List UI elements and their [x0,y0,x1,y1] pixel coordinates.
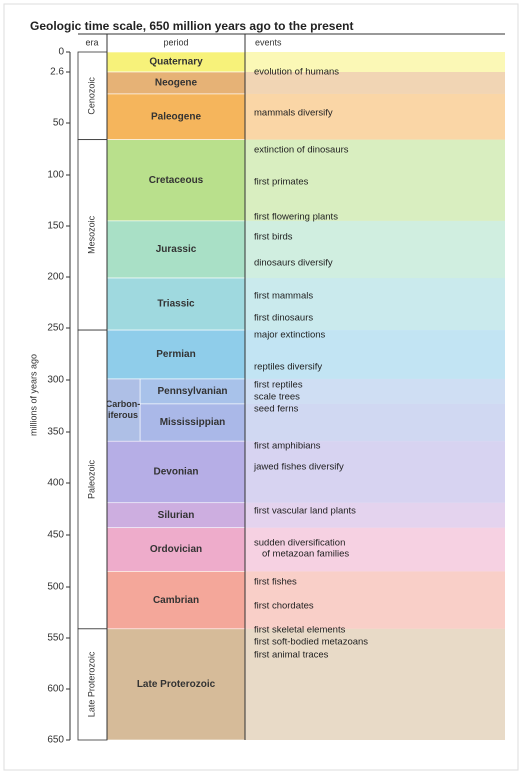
period-band [106,571,246,630]
event: dinosaurs diversify [254,258,333,269]
events-band [245,571,505,629]
period-band [106,440,246,504]
events-band [245,93,505,140]
group-label: Carbon- [106,399,141,409]
period-name: Jurassic [156,244,197,255]
period-name: Permian [156,349,195,360]
events-band [245,502,505,528]
period-band [139,403,246,442]
event: first chordates [254,601,314,612]
event: scale trees [254,392,300,403]
events-band [245,527,505,572]
tick-label: 450 [47,530,64,541]
period-band [106,220,246,279]
event: first fishes [254,577,297,588]
period-name: Ordovician [150,544,202,555]
event: first skeletal elements [254,625,346,636]
period-name: Pennsylvanian [157,386,227,397]
era-box [77,329,108,630]
events-band [245,220,505,279]
title: Geologic time scale, 650 million years a… [30,19,353,33]
period-name: Paleogene [151,111,201,122]
event: first dinosaurs [254,313,313,324]
tick-label: 250 [47,323,64,334]
period-name: Silurian [158,510,195,521]
period-name: Quaternary [149,57,203,68]
tick-label: 150 [47,221,64,232]
tick-label: 200 [47,272,64,283]
tick-label: 100 [47,170,64,181]
event: seed ferns [254,404,299,415]
tick-label: 350 [47,427,64,438]
era-box [77,628,108,741]
header-period: period [163,37,188,47]
event: major extinctions [254,330,326,341]
period-name: Late Proterozoic [137,679,216,690]
events-band [245,441,505,503]
event: jawed fishes diversify [253,462,344,473]
period-name: Triassic [157,299,195,310]
event: first vascular land plants [254,506,356,517]
tick-label: 600 [47,684,64,695]
period-name: Mississippian [160,417,226,428]
event: first animal traces [254,650,329,661]
event: sudden diversification [254,538,345,549]
tick-label: 50 [53,118,65,129]
event: first birds [254,232,293,243]
event: first flowering plants [254,212,338,223]
header-events: events [255,37,282,47]
period-name: Cretaceous [149,175,204,186]
event: reptiles diversify [254,362,322,373]
event: first primates [254,177,309,188]
tick-label: 550 [47,633,64,644]
period-band [106,527,246,572]
events-band [245,278,505,331]
group-label: iferous [108,410,138,420]
events-band [245,378,505,404]
event: evolution of humans [254,67,339,78]
events-band [245,403,505,442]
tick-label: 300 [47,375,64,386]
era-name: Paleozoic [86,459,96,499]
events-band [245,139,505,221]
event: first soft-bodied metazoans [254,637,368,648]
event: of metazoan families [262,549,349,560]
events-band [245,52,505,72]
events-band [245,628,505,740]
events-band [245,330,505,379]
tick-label: 500 [47,582,64,593]
tick-label: 2.6 [50,67,64,78]
event: first mammals [254,291,313,302]
event: first amphibians [254,441,321,452]
era-name: Late Proterozoic [86,651,96,717]
era-name: Mesozoic [86,215,96,254]
header-era: era [85,37,98,47]
events-band [245,72,505,94]
era-name: Cenozoic [86,77,96,115]
axis-label: millions of years ago [28,354,38,436]
event: mammals diversify [254,108,333,119]
period-name: Devonian [153,467,198,478]
tick-label: 400 [47,478,64,489]
tick-label: 0 [58,47,64,58]
era-box [77,51,108,141]
event: first reptiles [254,380,303,391]
period-band [106,93,246,140]
period-name: Cambrian [153,595,199,606]
tick-label: 650 [47,735,64,746]
period-band [139,378,246,405]
period-band [106,329,246,380]
period-name: Neogene [155,78,198,89]
period-band [106,628,246,741]
event: extinction of dinosaurs [254,145,349,156]
